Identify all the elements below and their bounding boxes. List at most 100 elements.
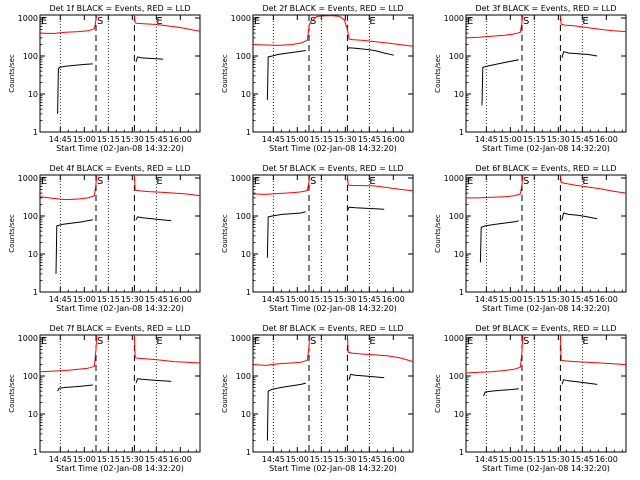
x-tick-label: 15:15 bbox=[523, 295, 546, 304]
y-tick-label: 1 bbox=[246, 448, 251, 457]
lld-series-line bbox=[133, 335, 200, 364]
x-axis-label: Start Time (02-Jan-08 14:32:20) bbox=[482, 464, 610, 473]
x-tick-label: 16:00 bbox=[169, 135, 192, 144]
x-tick-label: 15:45 bbox=[571, 455, 594, 464]
x-tick-label: 15:15 bbox=[310, 135, 333, 144]
x-axis-label: Start Time (02-Jan-08 14:32:20) bbox=[56, 464, 184, 473]
end-marker-label: E bbox=[156, 176, 162, 187]
x-tick-label: 15:30 bbox=[334, 135, 357, 144]
y-tick-label: 1 bbox=[33, 288, 38, 297]
y-axis-label: Counts/sec bbox=[8, 214, 16, 253]
series-group bbox=[40, 175, 200, 274]
chart-title: Det 5f BLACK = Events, RED = LLD bbox=[262, 164, 403, 173]
plot-frame bbox=[252, 334, 414, 453]
y-tick-label: 1000 bbox=[444, 174, 464, 183]
events-series-line bbox=[135, 216, 172, 222]
x-tick-label: 16:00 bbox=[382, 135, 405, 144]
x-tick-label: 16:00 bbox=[595, 295, 618, 304]
x-tick-label: 16:00 bbox=[382, 455, 405, 464]
plot-frame bbox=[465, 334, 627, 453]
x-tick-label: 15:45 bbox=[145, 295, 168, 304]
y-tick-label: 10 bbox=[241, 90, 251, 99]
y-tick-label: 1 bbox=[33, 448, 38, 457]
start-marker-label: S bbox=[97, 176, 103, 187]
x-tick-label: 15:00 bbox=[73, 135, 96, 144]
series-group bbox=[253, 15, 413, 100]
x-tick-label: 16:00 bbox=[595, 135, 618, 144]
series-group bbox=[466, 15, 626, 106]
events-series-line bbox=[348, 373, 385, 380]
y-tick-label: 100 bbox=[23, 52, 38, 61]
plot-frame bbox=[39, 174, 201, 293]
start-marker-label: S bbox=[97, 16, 103, 27]
lld-series-line bbox=[346, 175, 413, 192]
x-tick-label: 14:45 bbox=[262, 135, 285, 144]
end-marker-label: E bbox=[582, 336, 588, 347]
events-series-line bbox=[266, 50, 306, 100]
end-marker-label: E bbox=[156, 336, 162, 347]
start-marker-label: S bbox=[310, 16, 316, 27]
events-series-line bbox=[561, 51, 598, 58]
plot-frame bbox=[465, 174, 627, 293]
x-tick-label: 15:30 bbox=[121, 455, 144, 464]
lld-series-line bbox=[559, 175, 626, 194]
x-tick-label: 14:45 bbox=[49, 135, 72, 144]
chart-title: Det 6f BLACK = Events, RED = LLD bbox=[475, 164, 616, 173]
end-marker-label: E bbox=[369, 336, 375, 347]
x-tick-label: 14:45 bbox=[475, 455, 498, 464]
x-tick-label: 14:45 bbox=[262, 455, 285, 464]
y-tick-label: 100 bbox=[23, 212, 38, 221]
events-series-line bbox=[561, 212, 598, 220]
lld-series-line bbox=[346, 335, 413, 363]
plot-frame bbox=[252, 14, 414, 133]
x-tick-label: 15:45 bbox=[358, 455, 381, 464]
series-group bbox=[253, 175, 413, 258]
events-series-line bbox=[135, 378, 172, 384]
y-tick-label: 10 bbox=[241, 410, 251, 419]
y-tick-label: 10 bbox=[241, 250, 251, 259]
x-tick-label: 15:00 bbox=[286, 295, 309, 304]
x-tick-label: 15:15 bbox=[523, 135, 546, 144]
x-tick-label: 14:45 bbox=[49, 295, 72, 304]
x-tick-label: 15:30 bbox=[547, 295, 570, 304]
y-tick-label: 1000 bbox=[231, 174, 251, 183]
end-marker-label: E bbox=[467, 336, 473, 347]
x-tick-label: 15:15 bbox=[97, 295, 120, 304]
events-series-line bbox=[135, 56, 164, 63]
x-tick-label: 15:00 bbox=[73, 295, 96, 304]
lld-series-line bbox=[559, 15, 626, 33]
events-series-line bbox=[266, 382, 306, 441]
lld-series-line bbox=[40, 335, 98, 373]
series-group bbox=[253, 335, 413, 441]
end-marker-label: E bbox=[41, 336, 47, 347]
events-series-line bbox=[346, 206, 385, 211]
x-tick-label: 16:00 bbox=[169, 455, 192, 464]
y-tick-label: 100 bbox=[236, 372, 251, 381]
start-marker-label: S bbox=[310, 176, 316, 187]
y-tick-label: 1000 bbox=[444, 334, 464, 343]
events-series-line bbox=[55, 219, 93, 274]
y-tick-label: 1000 bbox=[231, 334, 251, 343]
end-marker-label: E bbox=[369, 16, 375, 27]
start-marker-label: S bbox=[523, 336, 529, 347]
plot-frame bbox=[465, 14, 627, 133]
events-series-line bbox=[347, 47, 394, 56]
end-marker-label: E bbox=[582, 176, 588, 187]
events-series-line bbox=[266, 211, 306, 258]
chart-title: Det 8f BLACK = Events, RED = LLD bbox=[262, 324, 403, 333]
x-tick-label: 15:00 bbox=[499, 455, 522, 464]
y-tick-label: 100 bbox=[236, 212, 251, 221]
x-tick-label: 15:30 bbox=[121, 295, 144, 304]
y-tick-label: 100 bbox=[236, 52, 251, 61]
x-tick-label: 15:45 bbox=[358, 135, 381, 144]
end-marker-label: E bbox=[41, 176, 47, 187]
x-tick-label: 16:00 bbox=[382, 295, 405, 304]
y-tick-label: 1000 bbox=[231, 14, 251, 23]
x-tick-label: 15:15 bbox=[310, 295, 333, 304]
events-series-line bbox=[483, 388, 519, 397]
events-series-line bbox=[481, 59, 519, 106]
